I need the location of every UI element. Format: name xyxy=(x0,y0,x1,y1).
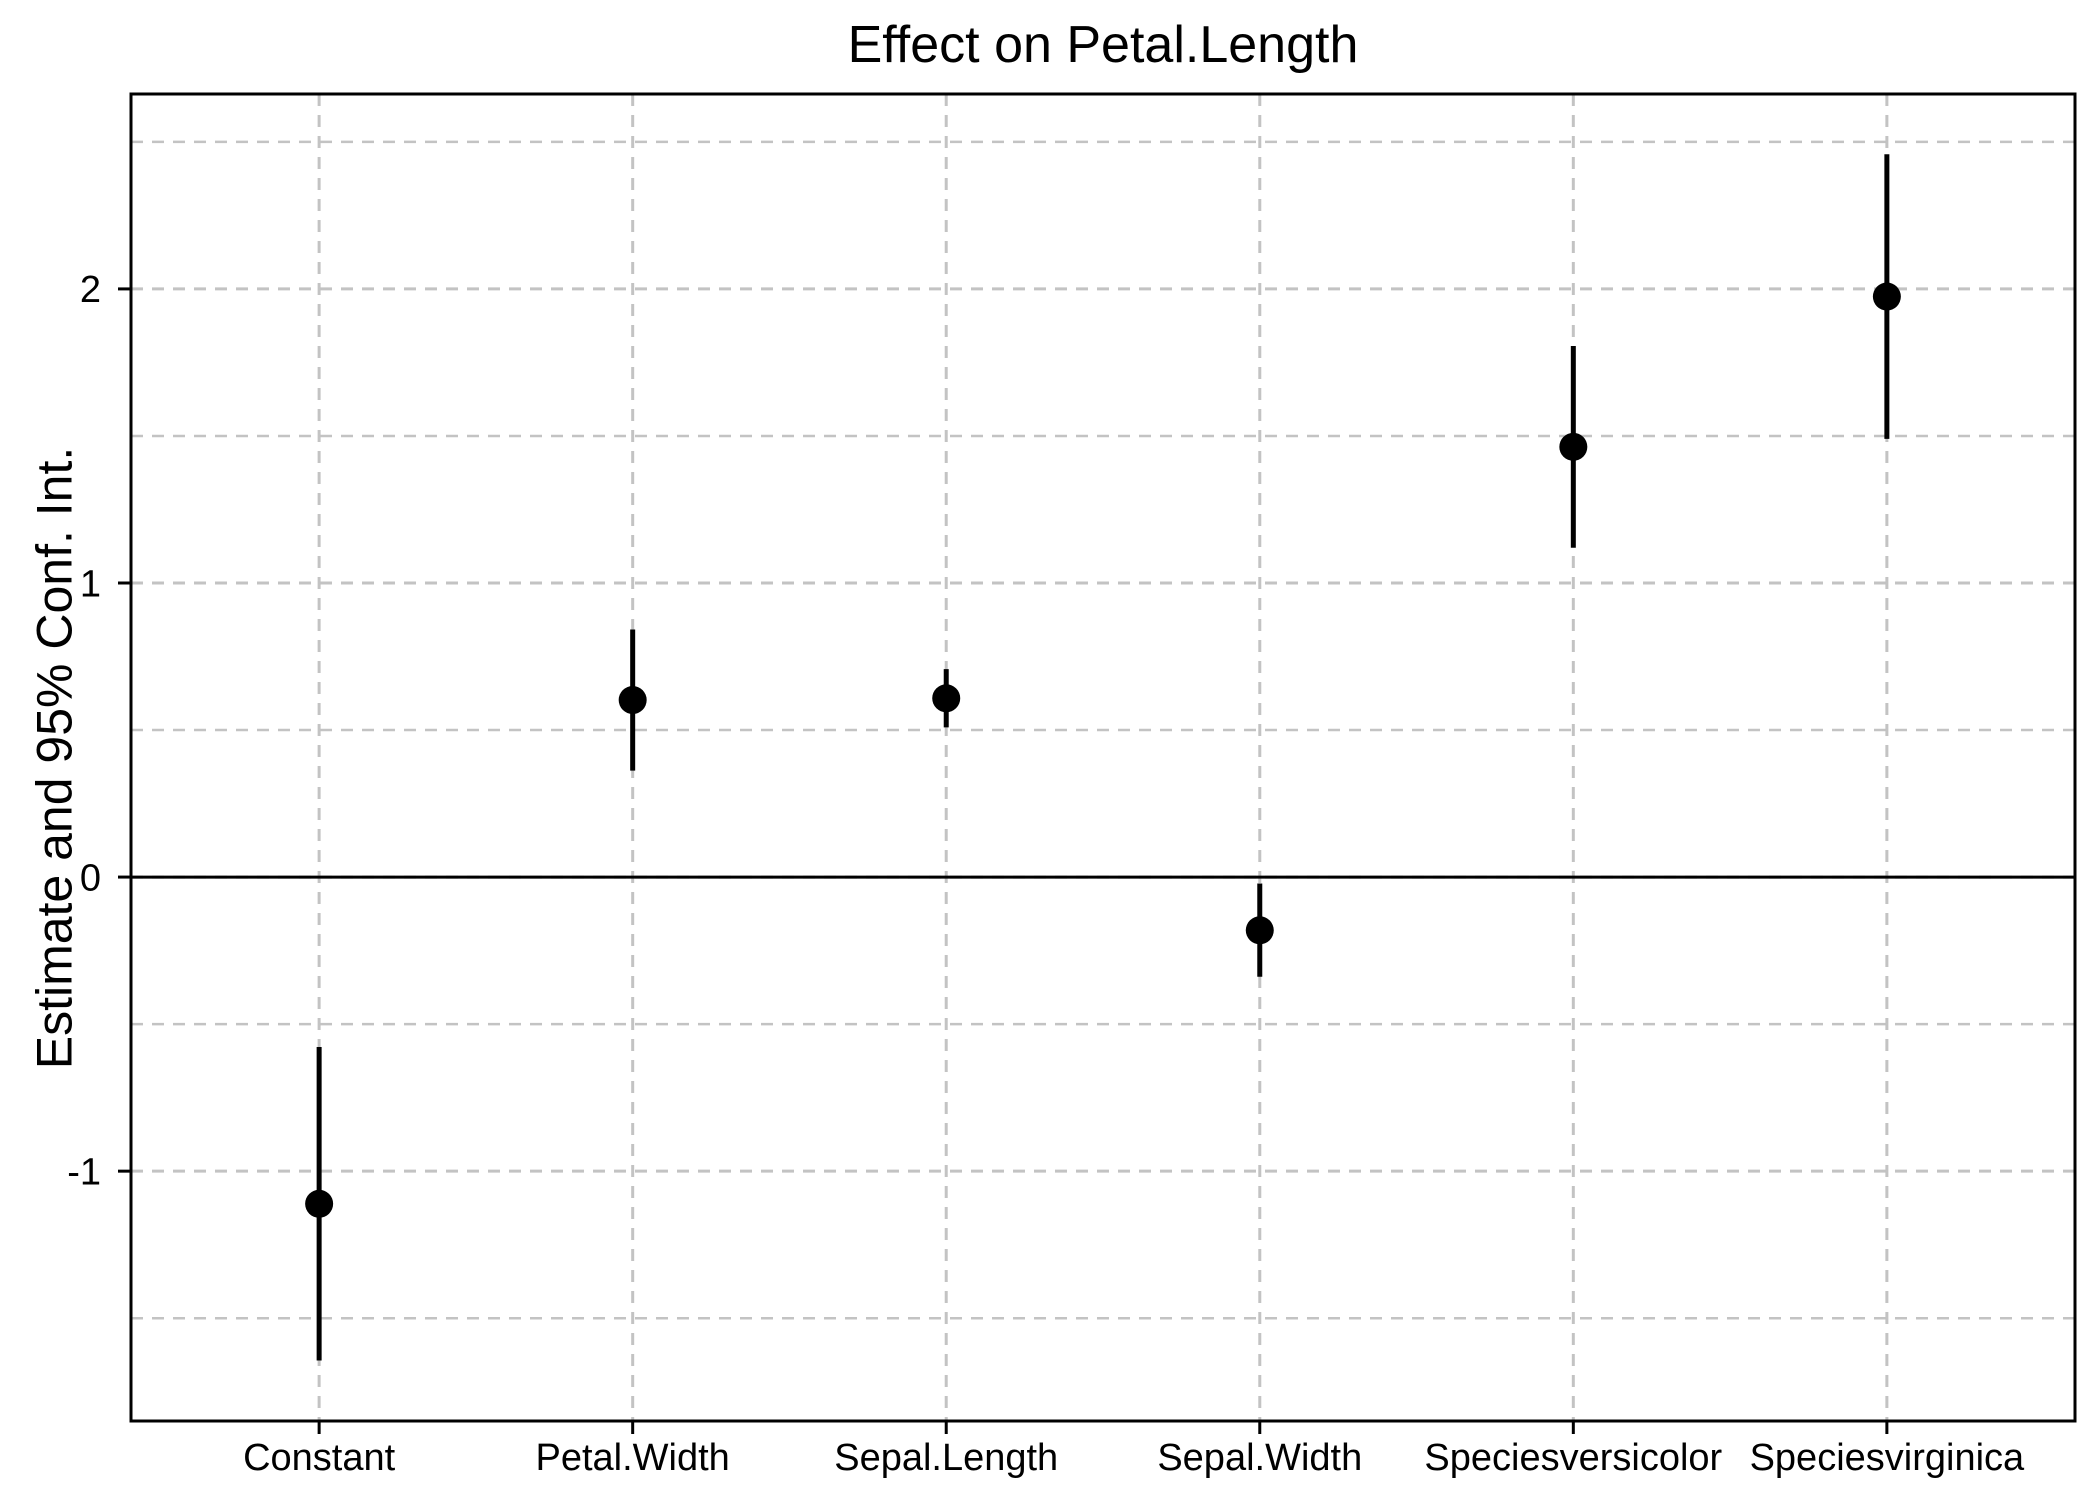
y-tick-label-2: 2 xyxy=(80,269,101,311)
panel-background xyxy=(131,94,2075,1421)
plot-panel: -1 0 1 2 Constant Petal.Width Sepal.Length Sepa… xyxy=(67,92,2077,1479)
y-tick-label-1: 1 xyxy=(80,563,101,605)
y-axis-title: Estimate and 95% Conf. Int. xyxy=(27,447,83,1070)
estimate-point-sepal.width xyxy=(1245,916,1274,945)
chart-title: Effect on Petal.Length xyxy=(848,16,1359,74)
x-tick-label-speciesversicolor: Speciesversicolor xyxy=(1424,1437,1722,1479)
x-tick-label-sepal.length: Sepal.Length xyxy=(834,1437,1058,1479)
x-tick-label-speciesvirginica: Speciesvirginica xyxy=(1750,1437,2025,1479)
y-tick-label--1: -1 xyxy=(67,1151,101,1193)
y-tick-label-0: 0 xyxy=(80,857,101,899)
x-tick-label-sepal.width: Sepal.Width xyxy=(1157,1437,1362,1479)
estimate-point-speciesversicolor xyxy=(1559,432,1588,461)
estimate-point-constant xyxy=(305,1189,334,1218)
x-tick-label-petal.width: Petal.Width xyxy=(536,1437,730,1479)
x-tick-label-constant: Constant xyxy=(243,1437,396,1479)
estimate-point-sepal.length xyxy=(932,684,961,713)
estimate-point-petal.width xyxy=(618,686,647,715)
panel-border xyxy=(129,92,2077,1423)
estimate-point-speciesvirginica xyxy=(1872,282,1901,311)
